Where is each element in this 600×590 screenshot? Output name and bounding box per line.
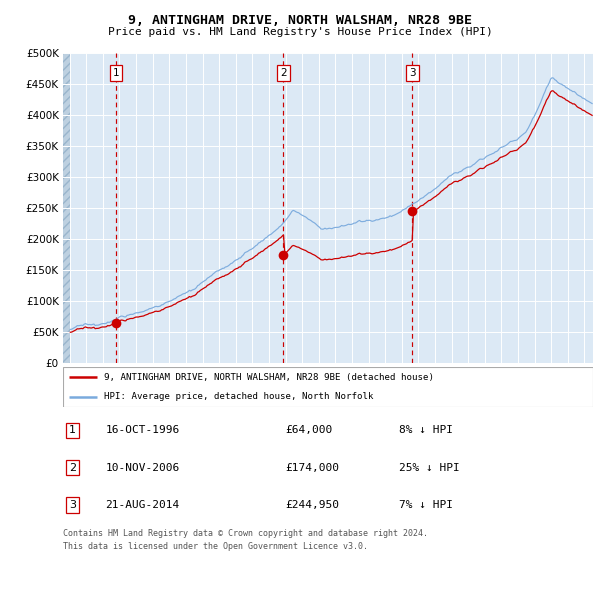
Text: Contains HM Land Registry data © Crown copyright and database right 2024.: Contains HM Land Registry data © Crown c…: [63, 529, 428, 538]
Text: 3: 3: [69, 500, 76, 510]
Text: 8% ↓ HPI: 8% ↓ HPI: [400, 425, 454, 435]
Text: 25% ↓ HPI: 25% ↓ HPI: [400, 463, 460, 473]
Text: 16-OCT-1996: 16-OCT-1996: [106, 425, 179, 435]
Text: 2: 2: [280, 68, 287, 78]
Text: 7% ↓ HPI: 7% ↓ HPI: [400, 500, 454, 510]
Text: 1: 1: [69, 425, 76, 435]
Text: 2: 2: [69, 463, 76, 473]
Text: 3: 3: [409, 68, 416, 78]
Text: £174,000: £174,000: [286, 463, 340, 473]
Text: £244,950: £244,950: [286, 500, 340, 510]
Text: Price paid vs. HM Land Registry's House Price Index (HPI): Price paid vs. HM Land Registry's House …: [107, 27, 493, 37]
Text: 21-AUG-2014: 21-AUG-2014: [106, 500, 179, 510]
Text: HPI: Average price, detached house, North Norfolk: HPI: Average price, detached house, Nort…: [104, 392, 374, 401]
Text: 9, ANTINGHAM DRIVE, NORTH WALSHAM, NR28 9BE: 9, ANTINGHAM DRIVE, NORTH WALSHAM, NR28 …: [128, 14, 472, 27]
Text: 9, ANTINGHAM DRIVE, NORTH WALSHAM, NR28 9BE (detached house): 9, ANTINGHAM DRIVE, NORTH WALSHAM, NR28 …: [104, 373, 434, 382]
Text: 1: 1: [113, 68, 119, 78]
Text: 10-NOV-2006: 10-NOV-2006: [106, 463, 179, 473]
Text: £64,000: £64,000: [286, 425, 333, 435]
Text: This data is licensed under the Open Government Licence v3.0.: This data is licensed under the Open Gov…: [63, 542, 368, 551]
